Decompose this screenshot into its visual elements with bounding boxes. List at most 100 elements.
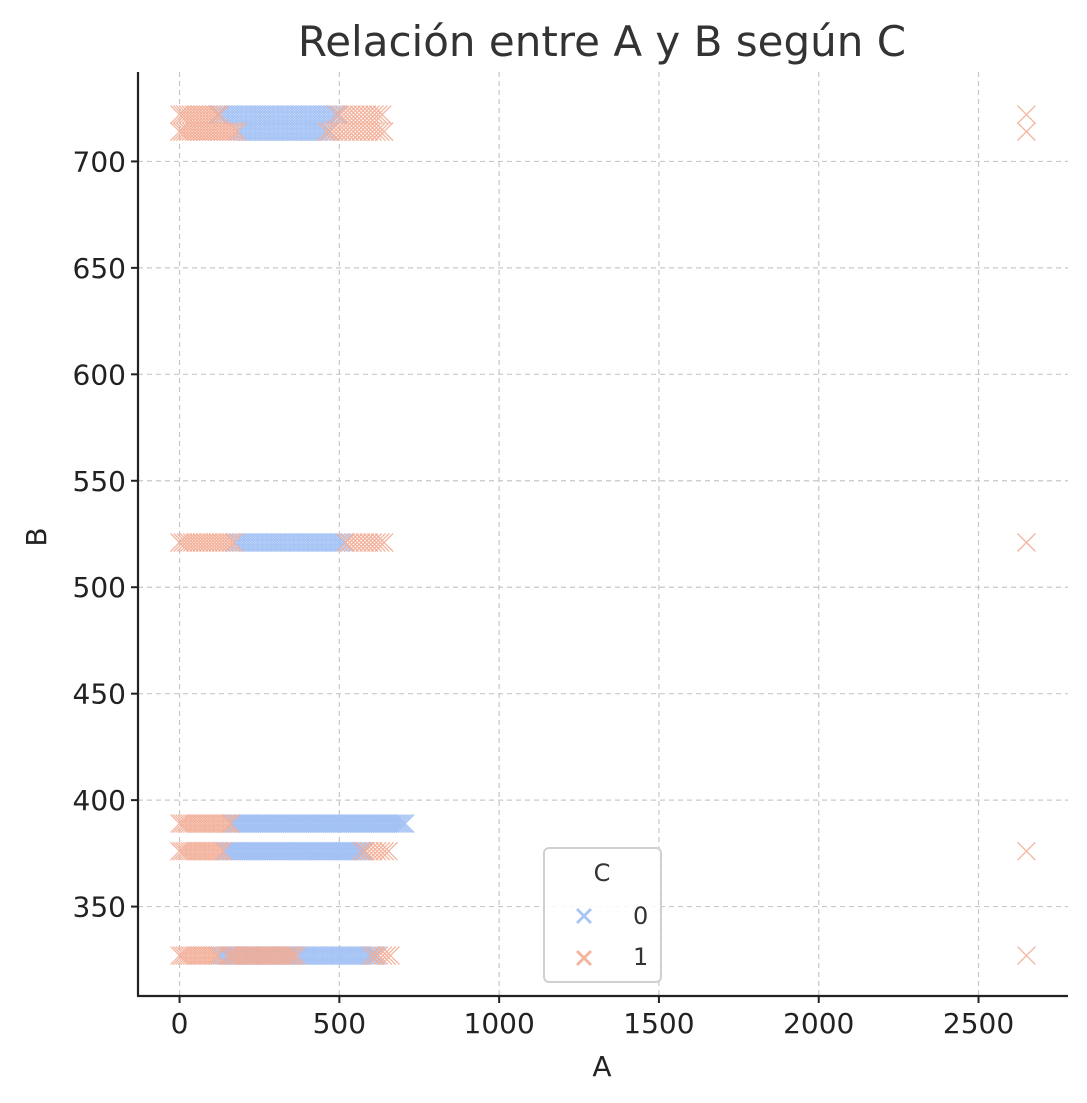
axes xyxy=(136,72,1068,998)
data-point xyxy=(326,533,346,552)
data-point xyxy=(208,841,228,861)
data-point xyxy=(332,122,352,142)
data-point xyxy=(213,814,233,834)
y-tick-label: 700 xyxy=(73,145,126,178)
data-point xyxy=(345,841,365,861)
y-tick-label: 400 xyxy=(73,784,126,817)
x-tick-label: 0 xyxy=(171,1007,189,1040)
data-point xyxy=(349,105,369,125)
data-point xyxy=(391,814,411,834)
data-point xyxy=(1016,533,1036,552)
data-point xyxy=(386,814,406,834)
y-tick-label: 600 xyxy=(73,358,126,391)
data-point xyxy=(363,122,383,142)
x-tick-label: 2000 xyxy=(783,1007,854,1040)
data-point xyxy=(198,946,218,966)
data-point xyxy=(347,533,367,552)
data-point xyxy=(367,841,387,861)
x-tick-label: 500 xyxy=(313,1007,366,1040)
data-point xyxy=(363,841,383,861)
data-point xyxy=(328,122,348,142)
data-point xyxy=(309,122,329,142)
data-point xyxy=(200,946,220,966)
data-point xyxy=(363,533,383,552)
y-tick-label: 550 xyxy=(73,465,126,498)
data-point xyxy=(205,841,225,861)
data-point xyxy=(210,105,230,125)
data-point xyxy=(373,946,393,966)
data-point xyxy=(323,105,343,125)
data-point xyxy=(218,814,238,834)
legend-label-1: 1 xyxy=(633,943,648,971)
x-axis-label: A xyxy=(592,1050,611,1083)
data-point xyxy=(347,122,367,142)
data-point xyxy=(370,122,390,142)
data-point xyxy=(357,105,377,125)
data-point xyxy=(279,946,299,966)
data-point xyxy=(365,946,385,966)
data-point xyxy=(388,814,407,834)
chart-title: Relación entre A y B según C xyxy=(298,17,906,66)
legend-title: C xyxy=(594,859,611,887)
data-point xyxy=(227,122,247,142)
data-point xyxy=(210,814,230,834)
data-point xyxy=(1016,122,1036,142)
data-point xyxy=(281,946,301,966)
data-point xyxy=(218,122,238,142)
data-point xyxy=(343,122,363,142)
data-point xyxy=(345,105,365,125)
x-ticks: 0 500 1000 1500 2000 2500 xyxy=(171,996,1014,1040)
data-point xyxy=(374,533,394,552)
data-point xyxy=(203,841,223,861)
data-point xyxy=(368,105,388,125)
data-point xyxy=(284,946,304,966)
data-point xyxy=(374,122,394,142)
data-point xyxy=(355,533,375,552)
data-point xyxy=(201,105,221,125)
y-tick-label: 650 xyxy=(73,252,126,285)
data-point xyxy=(320,105,340,125)
legend: C 0 1 xyxy=(543,847,662,983)
y-ticks: 350 400 450 500 550 600 650 700 xyxy=(73,145,138,924)
data-point xyxy=(1016,105,1036,125)
data-point xyxy=(355,122,375,142)
data-point xyxy=(359,122,379,142)
data-point xyxy=(377,946,397,966)
data-point xyxy=(365,105,384,125)
y-tick-label: 500 xyxy=(73,571,126,604)
data-point xyxy=(353,105,373,125)
x-tick-label: 1500 xyxy=(623,1007,694,1040)
data-point xyxy=(224,533,244,552)
data-point xyxy=(214,533,234,552)
data-point xyxy=(221,122,241,142)
legend-marker-1 xyxy=(575,949,593,967)
series-1-markers xyxy=(170,105,1036,966)
legend-x-marker xyxy=(575,907,593,925)
data-point xyxy=(381,946,400,966)
data-point xyxy=(221,814,241,834)
data-point xyxy=(210,841,230,861)
data-point xyxy=(395,814,415,834)
data-point xyxy=(359,533,379,552)
data-point xyxy=(1016,946,1036,966)
data-point xyxy=(393,814,413,834)
data-point xyxy=(334,533,354,552)
data-point xyxy=(329,533,349,552)
legend-box xyxy=(543,847,662,983)
data-point xyxy=(218,533,237,552)
data-point xyxy=(287,946,306,966)
data-point xyxy=(336,122,356,142)
data-point xyxy=(367,946,387,966)
data-point xyxy=(375,841,395,861)
data-point xyxy=(221,533,241,552)
data-point xyxy=(1016,841,1036,861)
data-point xyxy=(343,533,363,552)
data-point xyxy=(207,105,227,125)
grid-lines xyxy=(138,72,1068,996)
x-tick-label: 2500 xyxy=(943,1007,1014,1040)
x-tick-label: 1000 xyxy=(464,1007,535,1040)
data-point xyxy=(317,122,337,142)
data-point xyxy=(366,122,386,142)
data-point xyxy=(349,841,368,861)
